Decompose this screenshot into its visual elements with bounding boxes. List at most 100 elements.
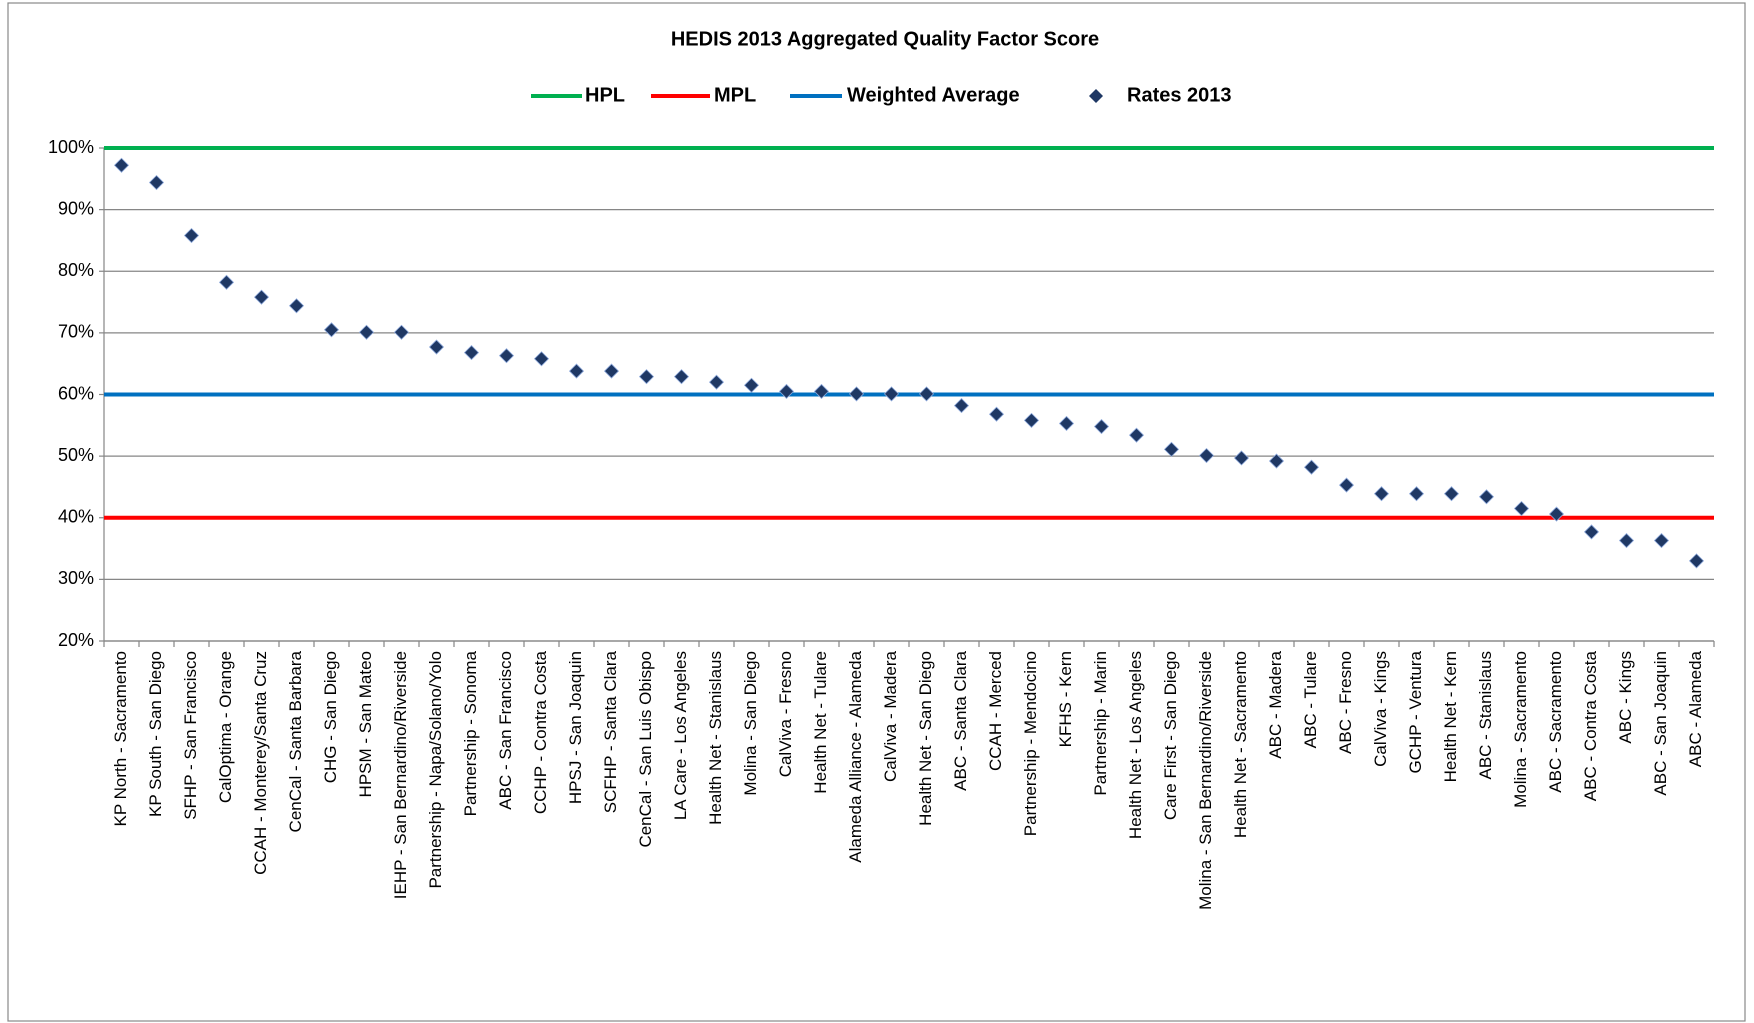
legend-label: Weighted Average [847,84,1020,106]
x-tick-label: Health Net - San Diego [916,651,935,826]
x-tick-label: CenCal - San Luis Obispo [636,651,655,848]
point [1443,486,1460,502]
x-tick-label: Care First - San Diego [1161,651,1180,820]
point [568,363,585,379]
point [498,348,515,364]
point [1198,447,1215,464]
point [1303,459,1320,475]
x-tick-label: Partnership - Mendocino [1021,651,1040,836]
x-tick-label: ABC - Tulare [1301,651,1320,748]
x-tick-label: Partnership - Napa/Solano/Yolo [426,651,445,889]
y-tick-label: 80% [58,260,94,280]
point [883,386,900,402]
point [1618,532,1635,549]
legend-label: Rates 2013 [1127,84,1232,106]
point [358,324,375,340]
point [1093,418,1110,435]
x-tick-label: SFHP - San Francisco [181,651,200,820]
chart-border [7,2,1746,1022]
x-tick-label: Health Net - Los Angeles [1126,651,1145,839]
point [1688,553,1705,569]
y-tick-label: 20% [58,630,94,650]
point [1058,415,1075,432]
y-tick-label: 100% [48,137,94,157]
point [1338,477,1355,493]
y-tick-label: 90% [58,198,94,218]
point [533,351,550,367]
point [1023,412,1040,428]
point [148,174,165,191]
x-tick-label: ABC - San Joaquin [1651,651,1670,796]
x-tick-label: KP North - Sacramento [111,651,130,826]
x-tick-label: Partnership - Sonoma [461,650,480,816]
x-tick-label: GCHP - Ventura [1406,650,1425,773]
point [183,227,200,244]
x-tick-label: Molina - San Diego [741,651,760,796]
x-tick-label: Alameda Alliance - Alameda [846,650,865,862]
point [813,383,830,399]
point [1653,532,1670,549]
y-tick-label: 40% [58,507,94,527]
x-tick-label: ABC - Madera [1266,650,1285,758]
y-tick-label: 60% [58,383,94,403]
legend-label: HPL [585,84,625,106]
x-tick-label: ABC - Stanislaus [1476,651,1495,780]
point [113,157,130,173]
x-tick-label: ABC - Fresno [1336,651,1355,754]
point [1513,500,1530,517]
x-tick-label: KFHS - Kern [1056,651,1075,747]
x-tick-label: ABC - Santa Clara [951,650,970,790]
point [778,383,795,399]
x-tick-label: CalViva - Madera [881,650,900,782]
point [603,363,620,379]
point [1373,486,1390,502]
x-tick-label: Partnership - Marin [1091,651,1110,796]
point [1268,453,1285,469]
x-tick-label: SCFHP - Santa Clara [601,650,620,813]
point [253,289,270,305]
x-tick-label: CCAH - Merced [986,651,1005,771]
x-tick-label: Health Net - Kern [1441,651,1460,782]
point [323,322,340,338]
x-tick-label: ABC - Alameda [1686,650,1705,767]
x-tick-label: Health Net - Tulare [811,651,830,794]
point [1408,486,1425,502]
point [1128,427,1145,443]
x-tick-label: ABC - San Francisco [496,651,515,810]
x-tick-label: IEHP - San Bernardino/Riverside [391,651,410,899]
x-tick-label: LA Care - Los Angeles [671,651,690,820]
point [638,369,655,385]
point [218,274,235,290]
x-tick-label: CCAH - Monterey/Santa Cruz [251,651,270,875]
x-tick-label: Health Net - Stanislaus [706,651,725,825]
x-tick-label: CalViva - Fresno [776,651,795,777]
point [463,345,480,361]
point [848,386,865,402]
x-tick-label: CenCal - Santa Barbara [286,650,305,832]
y-tick-label: 70% [58,322,94,342]
x-tick-label: Molina - San Bernardino/Riverside [1196,651,1215,910]
y-tick-label: 30% [58,568,94,588]
point [428,339,445,355]
legend-label: MPL [714,84,756,106]
point [1478,489,1495,505]
x-tick-label: CCHP - Contra Costa [531,650,550,814]
x-tick-label: ABC - Kings [1616,651,1635,744]
x-tick-label: Molina - Sacramento [1511,651,1530,808]
point [743,377,760,393]
point [953,398,970,414]
point [918,386,935,402]
x-tick-label: HPSM - San Mateo [356,651,375,797]
x-tick-label: KP South - San Diego [146,651,165,817]
point [393,324,410,340]
y-tick-label: 50% [58,445,94,465]
point [288,298,305,314]
point [1583,524,1600,540]
x-tick-label: CHG - San Diego [321,651,340,783]
point [1548,506,1565,522]
x-tick-label: ABC - Sacramento [1546,651,1565,793]
x-tick-label: HPSJ - San Joaquin [566,651,585,804]
point [673,369,690,385]
x-tick-label: ABC - Contra Costa [1581,650,1600,801]
